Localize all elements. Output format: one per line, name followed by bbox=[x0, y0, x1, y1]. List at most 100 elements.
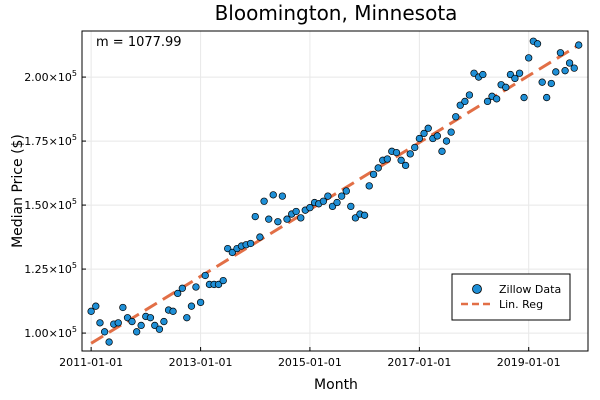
data-point bbox=[511, 74, 519, 83]
data-point bbox=[219, 276, 227, 285]
data-point bbox=[178, 284, 186, 292]
data-point bbox=[447, 128, 455, 136]
data-point bbox=[575, 41, 583, 49]
data-point bbox=[556, 49, 565, 57]
data-point bbox=[438, 147, 446, 155]
data-point bbox=[251, 212, 259, 221]
legend: Zillow Data Lin. Reg bbox=[451, 273, 571, 321]
data-point bbox=[433, 132, 442, 140]
x-tick-label: 2019-01-01 bbox=[497, 356, 561, 369]
y-tick-label: 1.75×105 bbox=[24, 133, 77, 148]
data-point bbox=[538, 78, 546, 86]
data-point bbox=[365, 182, 373, 190]
x-tick-label: 2013-01-01 bbox=[169, 356, 233, 369]
data-point bbox=[278, 192, 287, 200]
data-point bbox=[565, 59, 574, 67]
regression-line-layer bbox=[90, 43, 580, 345]
y-tick-label: 2.00×105 bbox=[24, 69, 77, 84]
data-point bbox=[452, 113, 460, 121]
legend-box bbox=[451, 273, 571, 321]
data-point bbox=[151, 321, 159, 330]
data-point bbox=[160, 317, 168, 326]
data-point bbox=[297, 214, 305, 222]
legend-label-lin-reg: Lin. Reg bbox=[499, 298, 543, 311]
data-point bbox=[265, 215, 273, 223]
data-point bbox=[128, 317, 136, 326]
data-point bbox=[369, 170, 378, 179]
data-point bbox=[283, 215, 291, 223]
x-axis-label: Month bbox=[314, 377, 358, 393]
legend-label-zillow-data: Zillow Data bbox=[499, 283, 561, 296]
data-point bbox=[183, 314, 191, 322]
data-point bbox=[105, 338, 113, 346]
x-tick-label: 2015-01-01 bbox=[278, 356, 342, 369]
data-point bbox=[169, 307, 177, 315]
regression-line bbox=[90, 43, 580, 345]
data-point bbox=[306, 203, 314, 212]
data-point bbox=[552, 68, 560, 76]
data-point bbox=[96, 319, 104, 327]
data-point bbox=[187, 302, 196, 310]
y-tick-label: 1.00×105 bbox=[24, 325, 77, 340]
y-axis-ticks: 1.00×105 1.25×105 1.50×105 1.75×105 2.00×105 bbox=[24, 69, 86, 340]
data-point bbox=[479, 70, 487, 79]
data-point bbox=[155, 325, 164, 333]
data-point bbox=[406, 150, 414, 158]
data-point bbox=[196, 298, 205, 307]
plot-frame bbox=[81, 30, 589, 352]
data-point bbox=[502, 83, 510, 91]
chart-title: Bloomington, Minnesota bbox=[215, 1, 458, 25]
data-point bbox=[174, 289, 182, 298]
data-point bbox=[465, 91, 474, 99]
data-point bbox=[397, 156, 405, 164]
data-point bbox=[114, 319, 122, 327]
y-tick-label: 1.25×105 bbox=[24, 261, 77, 276]
data-point bbox=[360, 211, 369, 219]
x-tick-label: 2011-01-01 bbox=[59, 356, 123, 369]
data-point bbox=[483, 97, 492, 106]
x-tick-label: 2017-01-01 bbox=[387, 356, 451, 369]
data-point bbox=[87, 307, 95, 315]
data-point bbox=[137, 321, 145, 330]
data-point bbox=[570, 64, 578, 72]
data-point bbox=[461, 97, 469, 106]
data-point bbox=[515, 69, 524, 77]
data-point bbox=[493, 95, 501, 103]
data-point bbox=[319, 197, 328, 205]
data-point bbox=[342, 187, 350, 195]
data-point bbox=[338, 192, 346, 200]
data-point bbox=[424, 124, 432, 132]
data-point bbox=[133, 328, 141, 336]
data-point bbox=[347, 202, 355, 211]
y-axis-label: Median Price ($) bbox=[10, 134, 26, 248]
data-point bbox=[274, 218, 282, 226]
x-axis-ticks: 2011-01-01 2013-01-01 2015-01-01 2017-01-01… bbox=[59, 347, 561, 369]
data-point bbox=[192, 283, 200, 291]
data-point bbox=[392, 148, 401, 157]
data-point bbox=[146, 314, 155, 322]
y-tick-label: 1.50×105 bbox=[24, 197, 77, 212]
scatter-points bbox=[87, 37, 583, 346]
data-point bbox=[269, 191, 277, 199]
data-point bbox=[383, 155, 391, 163]
data-point bbox=[92, 302, 100, 310]
data-point bbox=[214, 280, 223, 289]
data-point bbox=[292, 207, 300, 216]
data-point bbox=[228, 248, 236, 257]
data-point bbox=[246, 239, 255, 248]
data-point bbox=[547, 79, 555, 88]
data-point bbox=[520, 93, 528, 102]
data-point bbox=[420, 129, 428, 138]
legend-marker-zillow-data bbox=[472, 284, 482, 294]
data-point bbox=[543, 93, 551, 102]
slope-annotation: m = 1077.99 bbox=[96, 35, 182, 50]
data-point bbox=[525, 54, 533, 62]
data-point bbox=[411, 143, 419, 152]
data-point bbox=[456, 101, 464, 109]
data-point bbox=[224, 244, 232, 253]
data-point bbox=[561, 67, 569, 75]
data-point bbox=[415, 134, 424, 143]
data-point bbox=[260, 197, 268, 205]
